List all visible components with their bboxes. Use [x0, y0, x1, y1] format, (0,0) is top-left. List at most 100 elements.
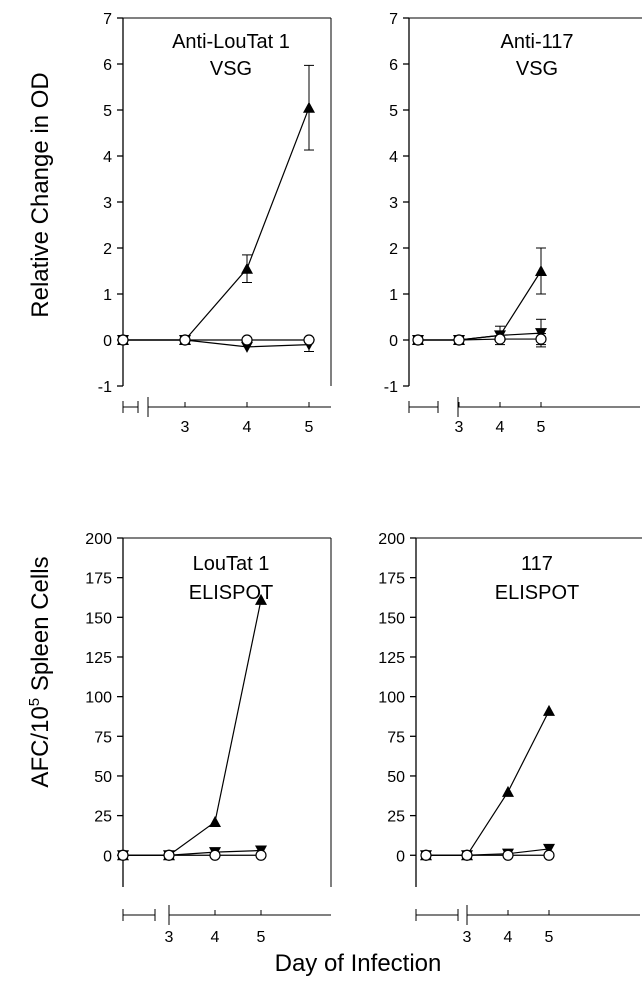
y-axis-title-bottom-prefix: AFC/10 [27, 706, 54, 787]
x-tick-label: 3 [463, 929, 472, 946]
panels: -1 0 1 2 3 4 5 6 7 3 4 5 Anti-LouTat 1 VSG -1 0 1 2 3 4 5 6 7 3… [85, 11, 642, 946]
data-point-circle-open [303, 334, 315, 346]
y-axis-title-bottom-suffix: Spleen Cells [27, 556, 54, 697]
x-tick-label: 4 [211, 929, 220, 946]
x-tick-label: 5 [545, 929, 554, 946]
data-point-circle-open [543, 849, 555, 861]
y-tick-label: 6 [389, 57, 398, 74]
data-point-circle-open [117, 849, 129, 861]
data-point-circle-open [179, 334, 191, 346]
series-line-triangle-up [123, 599, 262, 856]
data-point-triangle-up [502, 785, 514, 797]
data-point-circle-open [461, 849, 473, 861]
series-line-circle-open [418, 338, 541, 341]
data-point-triangle-up [543, 704, 555, 716]
y-tick-label: 125 [378, 650, 405, 667]
series-line-triangle-up [418, 270, 542, 341]
data-point-triangle-up [241, 262, 253, 274]
chart-panel-4: 0 25 50 75 100 125 150 175 200 3 4 5 117 ELISPOT [378, 531, 642, 946]
data-point-circle-open [255, 849, 267, 861]
data-point-circle-open [535, 333, 547, 345]
y-tick-label: 0 [389, 333, 398, 350]
y-tick-label: -1 [384, 379, 398, 396]
y-tick-label: 100 [378, 690, 405, 707]
data-point-circle-open [163, 849, 175, 861]
panel-title-line: VSG [210, 58, 252, 80]
data-point-circle-open [412, 334, 424, 346]
y-tick-label: 6 [103, 57, 112, 74]
x-tick-label: 4 [504, 929, 513, 946]
series-line-triangle-up [123, 107, 310, 341]
x-tick-label: 5 [257, 929, 266, 946]
panel-title-line: 117 [521, 553, 553, 575]
data-point-circle-open [420, 849, 432, 861]
y-tick-label: 7 [389, 11, 398, 28]
x-tick-label: 5 [305, 419, 314, 436]
y-tick-label: 150 [85, 610, 112, 627]
x-tick-label: 4 [243, 419, 252, 436]
x-tick-label: 3 [455, 419, 464, 436]
y-tick-label: 3 [103, 195, 112, 212]
y-tick-label: 125 [85, 650, 112, 667]
y-tick-label: 3 [389, 195, 398, 212]
chart-panel-1: -1 0 1 2 3 4 5 6 7 3 4 5 Anti-LouTat 1 VSG [98, 11, 332, 436]
y-tick-label: 2 [389, 241, 398, 258]
panel-title-line: VSG [516, 58, 558, 80]
y-tick-label: 0 [103, 333, 112, 350]
y-axis-title-bottom-sup: 5 [26, 698, 43, 706]
y-tick-label: 1 [103, 287, 112, 304]
series-line-triangle-down [123, 339, 310, 348]
data-point-triangle-up [255, 593, 267, 605]
y-tick-label: -1 [98, 379, 112, 396]
x-tick-label: 5 [537, 419, 546, 436]
data-point-circle-open [241, 334, 253, 346]
data-point-triangle-down [543, 843, 555, 855]
y-tick-label: 1 [389, 287, 398, 304]
series-line-triangle-down [426, 848, 550, 856]
series-line-triangle-down [123, 849, 262, 856]
y-tick-label: 175 [378, 571, 405, 588]
x-axis-title: Day of Infection [275, 950, 442, 977]
panel-title-line: LouTat 1 [193, 553, 270, 575]
y-tick-label: 4 [389, 149, 398, 166]
y-tick-label: 200 [378, 531, 405, 548]
panel-title-line: ELISPOT [189, 582, 273, 604]
chart-panel-2: -1 0 1 2 3 4 5 6 7 3 4 5 Anti-117 VSG [384, 11, 642, 436]
data-point-circle-open [494, 333, 506, 345]
data-point-circle-open [453, 334, 465, 346]
panel-title-line: Anti-LouTat 1 [172, 31, 290, 53]
y-tick-label: 50 [94, 769, 112, 786]
y-tick-label: 75 [387, 729, 405, 746]
panel-title-line: Anti-117 [500, 31, 573, 53]
data-point-circle-open [502, 849, 514, 861]
data-point-circle-open [117, 334, 129, 346]
x-tick-label: 4 [496, 419, 505, 436]
panel-title-line: ELISPOT [495, 582, 579, 604]
y-axis-title-bottom: AFC/105 Spleen Cells [26, 556, 54, 787]
x-tick-label: 3 [165, 929, 174, 946]
data-point-triangle-up [535, 265, 547, 276]
y-tick-label: 150 [378, 610, 405, 627]
data-point-triangle-up [209, 815, 221, 827]
y-tick-label: 200 [85, 531, 112, 548]
y-tick-label: 4 [103, 149, 112, 166]
y-tick-label: 100 [85, 690, 112, 707]
data-point-triangle-up [303, 101, 315, 113]
x-tick-label: 3 [181, 419, 190, 436]
chart-panel-3: 0 25 50 75 100 125 150 175 200 3 4 5 LouTat 1 ELISPOT [85, 531, 332, 946]
y-tick-label: 50 [387, 769, 405, 786]
series-line-triangle-up [426, 710, 550, 856]
y-tick-label: 75 [94, 729, 112, 746]
y-tick-label: 0 [103, 848, 112, 865]
y-tick-label: 25 [94, 809, 112, 826]
y-axis-title-top: Relative Change in OD [27, 72, 54, 317]
y-tick-label: 25 [387, 809, 405, 826]
data-point-circle-open [209, 849, 221, 861]
y-tick-label: 5 [389, 103, 398, 120]
y-tick-label: 5 [103, 103, 112, 120]
y-tick-label: 2 [103, 241, 112, 258]
y-tick-label: 7 [103, 11, 112, 28]
y-tick-label: 175 [85, 571, 112, 588]
y-tick-label: 0 [396, 848, 405, 865]
